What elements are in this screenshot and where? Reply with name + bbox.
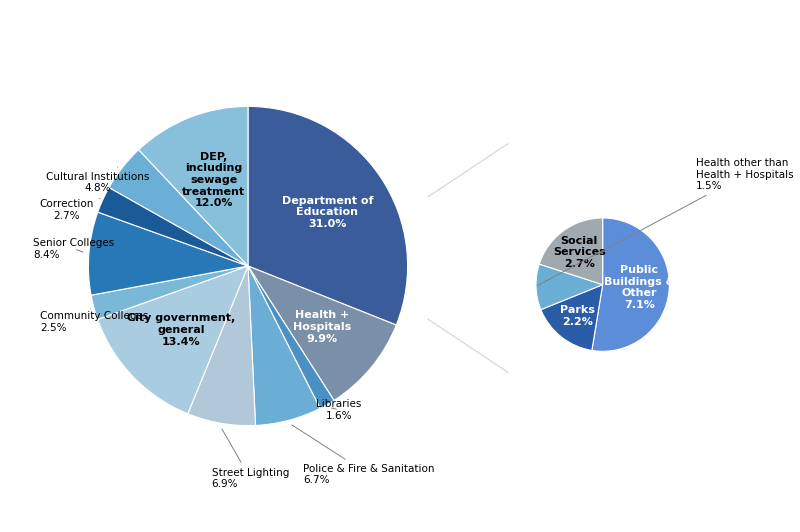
Text: City government,
general
13.4%: City government, general 13.4% [127,313,235,346]
Wedge shape [98,266,248,414]
Wedge shape [89,212,248,295]
Wedge shape [536,264,602,310]
Wedge shape [138,106,248,266]
Wedge shape [188,266,255,426]
Wedge shape [248,266,320,426]
Text: Parks
2.2%: Parks 2.2% [560,305,595,327]
Text: Correction
2.7%: Correction 2.7% [39,198,100,221]
Wedge shape [109,149,248,266]
Text: Street Lighting
6.9%: Street Lighting 6.9% [211,429,289,489]
Text: Health +
Hospitals
9.9%: Health + Hospitals 9.9% [293,310,351,344]
Text: Cultural Institutions
4.8%: Cultural Institutions 4.8% [46,167,149,193]
Wedge shape [248,266,334,409]
Wedge shape [91,266,248,319]
Wedge shape [248,106,407,325]
Wedge shape [541,285,602,351]
Wedge shape [248,266,396,401]
Wedge shape [98,187,248,266]
Text: Libraries
1.6%: Libraries 1.6% [316,399,362,421]
Text: Community Colleges
2.5%: Community Colleges 2.5% [40,308,148,332]
Wedge shape [539,218,602,285]
Text: Health other than
Health + Hospitals
1.5%: Health other than Health + Hospitals 1.5… [537,158,794,286]
Text: Senior Colleges
8.4%: Senior Colleges 8.4% [34,238,114,260]
Text: Department of
Education
31.0%: Department of Education 31.0% [282,196,373,229]
Text: Social
Services
2.7%: Social Services 2.7% [553,236,606,269]
Text: Public
Buildings &
Other
7.1%: Public Buildings & Other 7.1% [603,265,675,310]
Text: Police & Fire & Sanitation
6.7%: Police & Fire & Sanitation 6.7% [292,425,434,485]
Wedge shape [592,218,670,351]
Text: DEP,
including
sewage
treatment
12.0%: DEP, including sewage treatment 12.0% [182,152,246,208]
